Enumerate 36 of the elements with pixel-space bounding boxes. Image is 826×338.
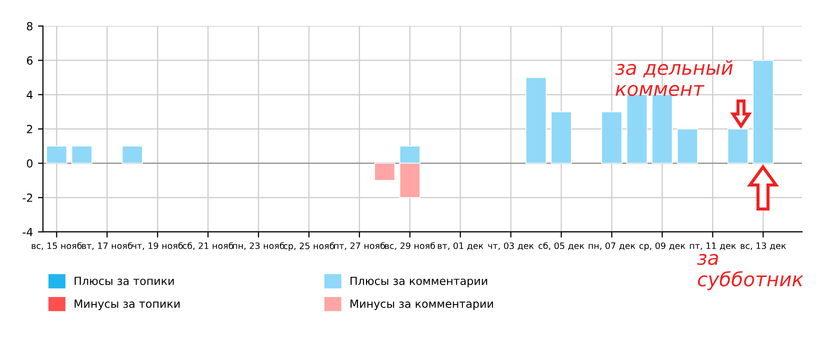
x-tick-label: вс, 29 нояб: [385, 242, 435, 250]
bar: [676, 128, 698, 164]
x-tick-label: ср, 09 дек: [639, 242, 686, 251]
x-tick-label: вт, 17 нояб: [82, 242, 132, 250]
y-tick-label: 4: [26, 90, 33, 99]
x-tick-label: вс, 15 нояб: [32, 242, 82, 250]
x-tick-label: пт, 11 дек: [690, 242, 736, 250]
bar: [526, 77, 547, 164]
legend-label: Плюсы за топики: [74, 276, 174, 286]
y-tick-label: 8: [26, 22, 32, 30]
x-tick-label: сб, 05 дек: [538, 242, 584, 250]
x-tick-label: сб, 21 нояб: [182, 242, 234, 250]
x-tick-label: чт, 19 нояб: [132, 242, 183, 250]
x-tick-label: пн, 07 дек: [588, 242, 636, 250]
bar: [122, 146, 143, 164]
annotation: за дельный коммент: [615, 60, 733, 96]
legend-label: Плюсы за комментарии: [350, 276, 488, 288]
x-tick-label: чт, 03 дек: [488, 242, 534, 250]
bar: [46, 146, 68, 164]
x-tick-label: вт, 01 дек: [438, 242, 484, 250]
legend-label: Минусы за топики: [74, 300, 180, 310]
x-tick-label: пн, 23 нояб: [232, 242, 284, 250]
legend-label: Минусы за комментарии: [350, 300, 493, 310]
bar: [601, 111, 622, 164]
x-tick-label: пт, 27 нояб: [334, 242, 385, 250]
y-tick-label: -4: [22, 228, 33, 236]
bar: [550, 111, 572, 164]
y-tick-label: -2: [22, 194, 32, 202]
y-tick-label: 6: [26, 56, 33, 65]
text: за субботник: [697, 254, 804, 290]
bar: [374, 162, 396, 181]
y-tick-label: 2: [26, 124, 32, 134]
x-tick-label: вс, 13 дек: [740, 242, 786, 250]
y-tick-label: 0: [26, 159, 32, 168]
x-tick-label: ср, 25 нояб: [284, 242, 334, 251]
bar: [71, 146, 92, 164]
